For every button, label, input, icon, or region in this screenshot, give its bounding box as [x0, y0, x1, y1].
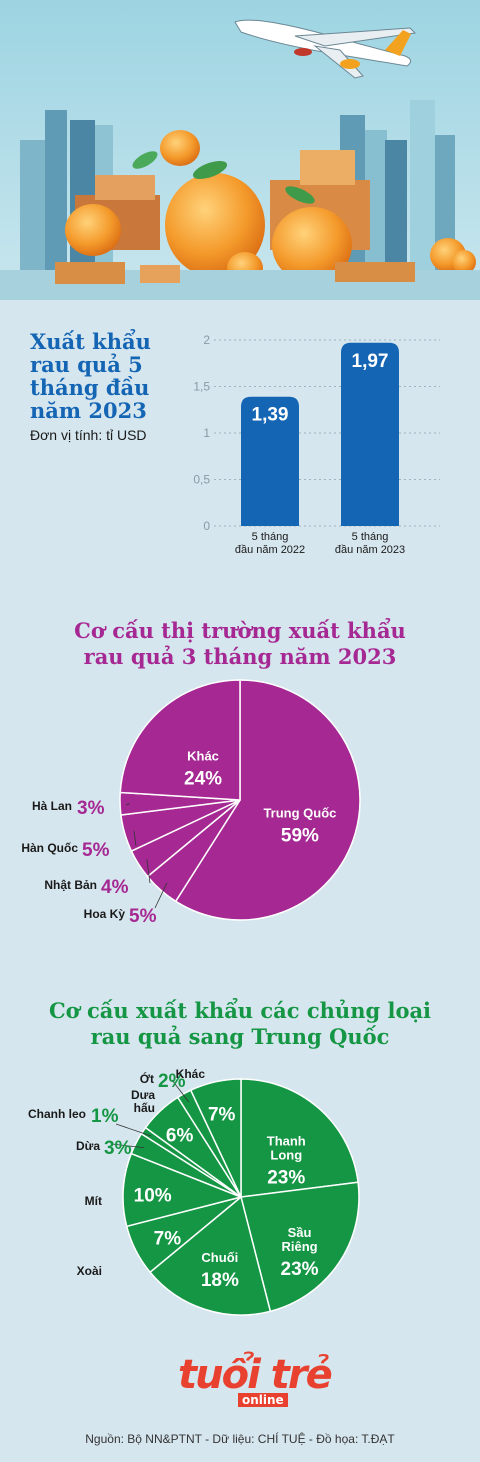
- pie-slice-label: Thanh: [267, 1134, 306, 1149]
- city-oranges-illustration: [0, 0, 480, 300]
- pie-slice-value: 2%: [158, 1071, 186, 1092]
- market-pie-title-line2: rau quả 3 tháng năm 2023: [83, 644, 397, 669]
- pie-slice-label: Xoài: [77, 1264, 102, 1278]
- leader-line: [111, 1143, 145, 1149]
- pie-slice-value: 3%: [77, 798, 105, 819]
- pie-slice-label: Hoa Kỳ: [84, 907, 126, 921]
- pie-slice-label: Hà Lan: [32, 799, 72, 813]
- market-pie-title-line1: Cơ cấu thị trường xuất khẩu: [74, 618, 406, 643]
- y-tick-label: 2: [203, 333, 210, 347]
- bar-chart-title: Xuất khẩu rau quả 5 tháng đầu năm 2023: [30, 329, 151, 423]
- pie-slice: [240, 1181, 360, 1313]
- pie-slice: [149, 1195, 272, 1316]
- pie-slice: [119, 679, 241, 801]
- pie-slice-label: Chanh leo: [28, 1107, 86, 1121]
- pie-slice-label: Ớt: [140, 1071, 154, 1086]
- y-tick-label: 0: [203, 519, 210, 533]
- leader-line: [146, 859, 151, 884]
- bar-value-label: 1,39: [252, 405, 289, 426]
- pie-slice-label: Mít: [85, 1194, 102, 1208]
- pie-slice-label: hấu: [134, 1101, 155, 1115]
- pie-slice-label: Nhật Bản: [44, 878, 97, 892]
- leader-line: [115, 1123, 152, 1137]
- x-tick-label: 5 tháng: [252, 531, 289, 543]
- pie-slice-value: 7%: [208, 1105, 236, 1126]
- pie-slice-label: Khác: [187, 749, 219, 764]
- pie-slice-value: 23%: [267, 1168, 305, 1189]
- pie-slice-value: 7%: [154, 1228, 182, 1249]
- pie-slice-value: 5%: [82, 840, 110, 861]
- pie-slice-label: Chuối: [201, 1250, 238, 1265]
- pie-slice-label: Trung Quốc: [263, 805, 336, 820]
- pie-slice-label: Sầu: [288, 1225, 312, 1240]
- x-tick-label: đầu năm 2023: [335, 544, 405, 556]
- pie-slice-label: Hàn Quốc: [21, 841, 78, 855]
- pie-slice: [240, 1078, 359, 1198]
- x-tick-label: 5 tháng: [352, 531, 389, 543]
- leader-line: [171, 1079, 190, 1103]
- pie-slice-value: 4%: [101, 877, 129, 898]
- pie-slice-value: 24%: [184, 769, 222, 790]
- pie-slice-label: Long: [270, 1148, 302, 1163]
- bar: [241, 396, 299, 526]
- pie-slice-value: 59%: [281, 825, 319, 846]
- pie-slice-value: 3%: [104, 1138, 132, 1159]
- types-pie-title-line2: rau quả sang Trung Quốc: [90, 1024, 390, 1049]
- bar-value-label: 1,97: [352, 351, 389, 372]
- pie-slice-label: Dừa: [76, 1139, 100, 1153]
- bar: [341, 342, 399, 526]
- source-footer: Nguồn: Bộ NN&PTNT - Dữ liệu: CHÍ TUỆ - Đ…: [85, 1432, 395, 1446]
- bar-chart-unit: Đơn vị tính: tỉ USD: [30, 427, 147, 443]
- y-tick-label: 0,5: [193, 473, 210, 487]
- leader-line: [154, 882, 168, 909]
- tuoi-tre-logo: tuổi trẻ: [178, 1352, 333, 1398]
- y-tick-label: 1,5: [193, 380, 210, 394]
- leader-line: [125, 803, 130, 806]
- pie-slice-label: Khác: [176, 1067, 206, 1081]
- tuoi-tre-logo-online: online: [238, 1393, 288, 1407]
- pie-slice-value: 1%: [91, 1106, 119, 1127]
- pie-slice-label: Riêng: [281, 1239, 317, 1254]
- pie-slice: [189, 1078, 242, 1198]
- market-pie-title: Cơ cấu thị trường xuất khẩu rau quả 3 th…: [0, 618, 480, 670]
- pie-slice: [122, 1152, 244, 1228]
- pie-slice-value: 18%: [201, 1270, 239, 1291]
- types-pie-title: Cơ cấu xuất khẩu các chủng loại rau quả …: [0, 998, 480, 1050]
- header-illustration: [0, 0, 480, 300]
- pie-slice-value: 6%: [166, 1126, 194, 1147]
- pie-slice-value: 5%: [129, 906, 157, 927]
- pie-slice: [174, 679, 361, 921]
- leader-line: [133, 830, 137, 847]
- pie-slice-value: 10%: [134, 1185, 172, 1206]
- pie-slice-value: 23%: [281, 1259, 319, 1280]
- pie-slice-label: Dưa: [131, 1088, 155, 1102]
- types-pie-title-line1: Cơ cấu xuất khẩu các chủng loại: [48, 998, 432, 1023]
- y-tick-label: 1: [203, 426, 210, 440]
- x-tick-label: đầu năm 2022: [235, 544, 305, 556]
